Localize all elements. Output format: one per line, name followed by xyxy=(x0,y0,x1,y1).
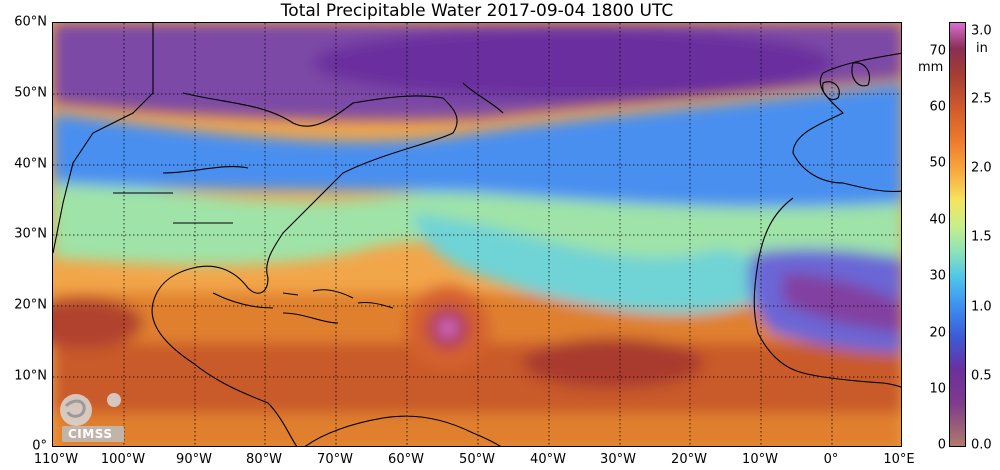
lat-label-60n: 60°N xyxy=(14,14,47,30)
mm-tick-20: 20 xyxy=(929,325,946,341)
lon-label-10w: 10°W xyxy=(742,452,778,467)
tpw-map-canvas xyxy=(53,23,901,446)
mm-tick-0: 0 xyxy=(937,437,946,453)
in-tick-2-5: 2.5 xyxy=(971,91,992,107)
colorbar-in-unit: in xyxy=(976,41,988,56)
coastlines xyxy=(53,23,901,446)
lon-label-100w: 100°W xyxy=(100,452,146,467)
lon-label-110w: 110°W xyxy=(33,452,79,467)
in-tick-0-0: 0.0 xyxy=(971,437,992,453)
mm-tick-50: 50 xyxy=(929,155,946,171)
lon-label-50w: 50°W xyxy=(459,452,495,467)
cimss-logo-text: CIMSS xyxy=(68,427,113,441)
lat-label-40n: 40°N xyxy=(14,156,47,172)
chart-title: Total Precipitable Water 2017-09-04 1800… xyxy=(280,1,674,21)
in-tick-1-0: 1.0 xyxy=(971,299,992,315)
colorbar xyxy=(949,22,966,447)
lon-label-70w: 70°W xyxy=(317,452,353,467)
in-tick-1-5: 1.5 xyxy=(971,229,992,245)
lon-label-40w: 40°W xyxy=(530,452,566,467)
lat-label-20n: 20°N xyxy=(14,297,47,313)
colorbar-mm-unit: mm xyxy=(918,60,944,75)
mm-tick-30: 30 xyxy=(929,268,946,284)
lon-label-20w: 20°W xyxy=(671,452,707,467)
islands xyxy=(282,289,394,309)
lat-label-50n: 50°N xyxy=(14,85,47,101)
lat-label-0: 0° xyxy=(32,438,47,454)
lon-label-0: 0° xyxy=(823,452,839,467)
in-tick-2-0: 2.0 xyxy=(971,160,992,176)
in-tick-3-0: 3.0 xyxy=(971,23,992,39)
lon-label-30w: 30°W xyxy=(600,452,636,467)
tpw-map xyxy=(52,22,902,447)
lon-label-10e: 10°E xyxy=(883,452,915,467)
lon-label-90w: 90°W xyxy=(176,452,212,467)
mm-tick-10: 10 xyxy=(929,381,946,397)
mm-tick-40: 40 xyxy=(929,212,946,228)
mm-tick-70: 70 xyxy=(929,43,946,59)
lon-label-80w: 80°W xyxy=(246,452,282,467)
lon-label-60w: 60°W xyxy=(388,452,424,467)
lat-label-30n: 30°N xyxy=(14,226,47,242)
mm-tick-60: 60 xyxy=(929,99,946,115)
cimss-logo: CIMSS xyxy=(56,388,128,444)
graticule xyxy=(53,23,901,446)
lat-label-10n: 10°N xyxy=(14,368,47,384)
in-tick-0-5: 0.5 xyxy=(971,368,992,384)
